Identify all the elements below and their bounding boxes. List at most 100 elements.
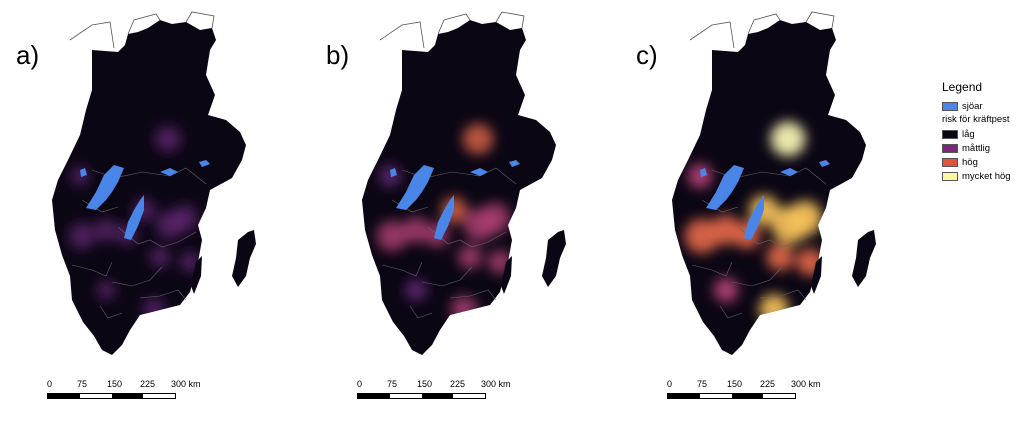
map-panel-3: c) 0 75 150 225 300 km: [630, 0, 940, 427]
risk-hotspot: [687, 163, 713, 189]
risk-class-label: mycket hög: [962, 170, 1011, 182]
county-border: [71, 261, 113, 277]
county-border: [421, 266, 473, 287]
lake: [706, 165, 744, 210]
lake: [199, 160, 210, 167]
lake: [396, 165, 434, 210]
neighbour-coastline: [689, 11, 835, 49]
scale-tick-label: 75: [697, 379, 708, 389]
gotland-island: [232, 230, 256, 287]
risk-hotspot: [770, 121, 806, 157]
risk-hotspot: [402, 216, 430, 244]
risk-class-swatch: [942, 157, 958, 167]
risk-hotspot: [462, 123, 494, 155]
county-border: [139, 289, 187, 301]
county-border: [737, 226, 817, 248]
legend: Legend sjöar risk för kräftpest låg måttl…: [942, 80, 1024, 183]
gotland-island: [542, 230, 566, 287]
risk-hotspot: [787, 200, 823, 236]
scale-tick-label: 150: [107, 379, 123, 389]
risk-hotspot: [154, 125, 182, 153]
risk-hotspot: [142, 297, 166, 321]
panel-label: c): [636, 40, 658, 70]
risk-hotspot: [68, 222, 96, 250]
legend-risk-title: risk för kräftpest: [942, 114, 1010, 125]
county-border: [99, 305, 123, 319]
risk-hotspot: [457, 244, 483, 270]
risk-class-label: låg: [962, 128, 975, 140]
lake: [160, 168, 178, 176]
risk-hotspot: [376, 220, 408, 252]
county-border: [449, 289, 497, 301]
scale-tick-label: 75: [387, 379, 398, 389]
lake: [86, 165, 124, 210]
lake: [434, 195, 454, 240]
lake: [124, 195, 144, 240]
risk-hotspot: [759, 294, 789, 324]
county-border: [117, 226, 197, 248]
legend-title: Legend: [942, 80, 983, 94]
scale-bar: 0 75 150 225 300 km: [667, 379, 821, 403]
risk-hotspot: [379, 165, 401, 187]
map-panel-2: b) 0 75 150 225 300 km: [320, 0, 630, 427]
oland-island: [811, 256, 822, 294]
lake: [80, 168, 87, 177]
risk-class-label: måttlig: [962, 142, 990, 154]
county-border: [427, 226, 507, 248]
county-border: [381, 261, 423, 277]
mainland: [362, 20, 556, 355]
risk-hotspot: [171, 204, 199, 232]
lakes-swatch: [942, 101, 958, 111]
legend-item-risk-class: måttlig: [942, 141, 1024, 155]
county-border: [111, 266, 163, 287]
lake: [390, 168, 397, 177]
legend-item-risk-class: mycket hög: [942, 169, 1024, 183]
legend-item-risk-class: hög: [942, 155, 1024, 169]
scale-tick-label: 0: [47, 379, 53, 389]
risk-class-swatch: [942, 129, 958, 139]
county-border: [719, 305, 743, 319]
county-border: [409, 305, 433, 319]
risk-hotspot: [766, 243, 794, 271]
lake: [744, 195, 764, 240]
legend-item-risk-class: låg: [942, 127, 1024, 141]
lake: [470, 168, 488, 176]
legend-label-lakes: sjöar: [962, 100, 983, 112]
risk-class-swatch: [942, 171, 958, 181]
lake: [700, 168, 707, 177]
panel-label: a): [16, 40, 40, 70]
lake: [780, 168, 798, 176]
mainland: [52, 20, 246, 355]
lake: [509, 160, 520, 167]
risk-hotspot: [450, 295, 478, 323]
scale-tick-label: 225: [140, 379, 156, 389]
scale-tick-label: 225: [760, 379, 776, 389]
scale-tick-label: 0: [667, 379, 673, 389]
scale-tick-label: 300 km: [171, 379, 201, 389]
mainland: [672, 20, 866, 355]
risk-hotspot: [149, 246, 171, 268]
scale-bar: 0 75 150 225 300 km: [357, 379, 511, 403]
risk-hotspot: [479, 202, 511, 234]
oland-island: [191, 256, 202, 294]
legend-item-lakes: sjöar: [942, 99, 1024, 113]
scale-bar: 0 75 150 225 300 km: [47, 379, 201, 403]
scale-tick-label: 300 km: [791, 379, 821, 389]
scale-tick-label: 0: [357, 379, 363, 389]
risk-hotspot: [70, 166, 90, 186]
county-border: [759, 289, 807, 301]
map-panel-1: a) 0 75 150 225 300 km: [10, 0, 320, 427]
scale-tick-label: 150: [727, 379, 743, 389]
neighbour-coastline: [69, 11, 215, 49]
risk-hotspot: [684, 218, 720, 254]
neighbour-coastline: [379, 11, 525, 49]
risk-hotspot: [96, 280, 116, 300]
scale-tick-label: 150: [417, 379, 433, 389]
risk-map: [672, 11, 876, 355]
risk-map: [52, 11, 256, 355]
scale-tick-label: 75: [77, 379, 88, 389]
panel-label: b): [326, 40, 350, 70]
county-border: [731, 266, 783, 287]
county-border: [691, 261, 733, 277]
risk-class-swatch: [942, 143, 958, 153]
